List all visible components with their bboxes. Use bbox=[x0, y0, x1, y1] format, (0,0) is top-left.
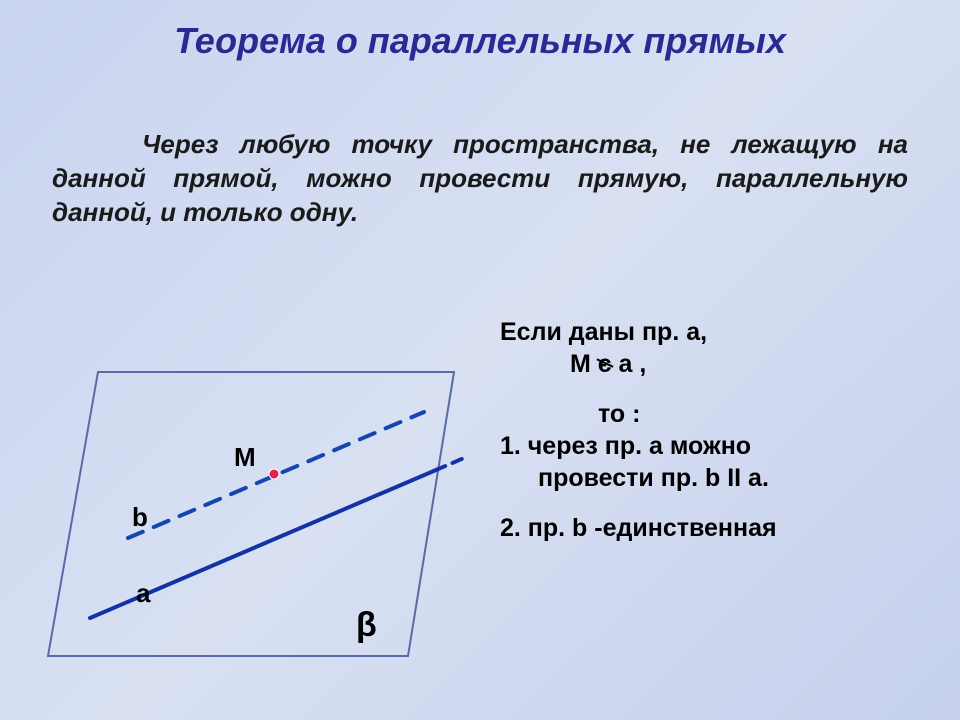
plane-beta bbox=[48, 372, 454, 656]
label-m: М bbox=[234, 442, 256, 472]
slide-title: Теорема о параллельных прямых bbox=[0, 20, 960, 62]
stmt-1b: провести пр. b II а. bbox=[500, 462, 920, 494]
not-element-icon: є bbox=[598, 348, 612, 380]
stmt-2: 2. пр. b -единственная bbox=[500, 512, 920, 544]
diagram: М b а β bbox=[36, 348, 476, 686]
then-label: то : bbox=[500, 398, 920, 430]
given-2: М є а , bbox=[500, 348, 920, 380]
label-b: b bbox=[132, 502, 148, 532]
theorem-text: Через любую точку пространства, не лежащ… bbox=[52, 128, 908, 229]
label-beta: β bbox=[356, 606, 377, 644]
label-a: а bbox=[136, 578, 151, 608]
proof-statements: Если даны пр. а, М є а , то : 1. через п… bbox=[500, 316, 920, 544]
theorem-body: Через любую точку пространства, не лежащ… bbox=[52, 129, 908, 227]
point-m bbox=[269, 469, 279, 479]
stmt-1a: 1. через пр. а можно bbox=[500, 430, 920, 462]
given-1: Если даны пр. а, bbox=[500, 316, 920, 348]
